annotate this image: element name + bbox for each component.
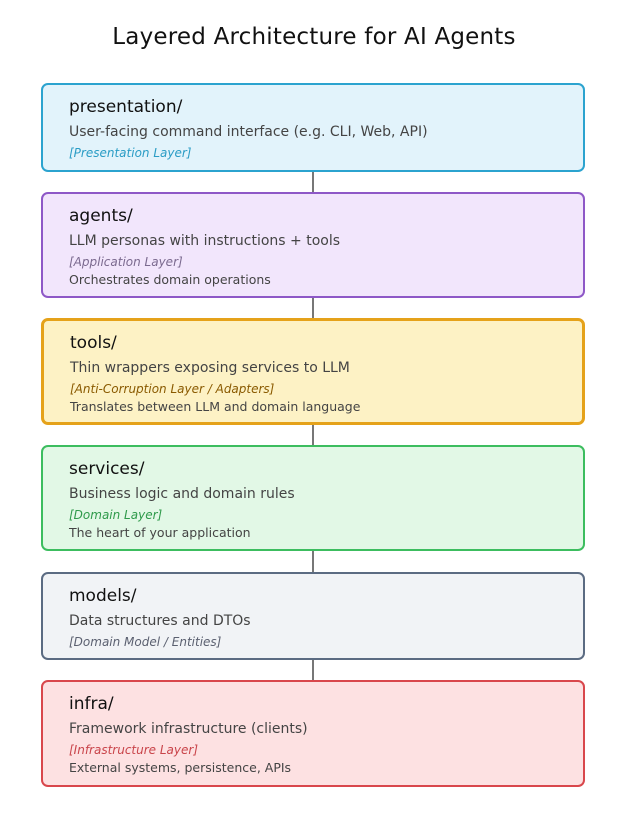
layer-name: services/	[69, 459, 145, 479]
layer-description: Data structures and DTOs	[69, 613, 251, 629]
connector-line	[312, 298, 314, 318]
layer-name: agents/	[69, 206, 133, 226]
layer-note: External systems, persistence, APIs	[69, 760, 292, 775]
layer-box-agents: agents/ LLM personas with instructions +…	[41, 192, 585, 298]
layer-name: infra/	[69, 694, 114, 714]
layer-description: Framework infrastructure (clients)	[69, 721, 308, 737]
layer-note: Translates between LLM and domain langua…	[70, 399, 361, 414]
layer-box-infra: infra/ Framework infrastructure (clients…	[41, 680, 585, 787]
connector-line	[312, 660, 314, 680]
layer-tag: [Infrastructure Layer]	[69, 743, 199, 757]
layer-tag: [Domain Model / Entities]	[69, 635, 222, 649]
layer-box-tools: tools/ Thin wrappers exposing services t…	[41, 318, 585, 425]
connector-line	[312, 425, 314, 445]
layer-name: tools/	[70, 333, 117, 353]
layer-note: Orchestrates domain operations	[69, 272, 271, 287]
layer-name: presentation/	[69, 97, 183, 117]
layer-description: Business logic and domain rules	[69, 486, 295, 502]
connector-line	[312, 172, 314, 192]
layer-tag: [Anti-Corruption Layer / Adapters]	[70, 382, 275, 396]
layer-name: models/	[69, 586, 137, 606]
layer-description: Thin wrappers exposing services to LLM	[70, 360, 350, 376]
connector-line	[312, 551, 314, 572]
layer-description: LLM personas with instructions + tools	[69, 233, 341, 249]
layer-box-services: services/ Business logic and domain rule…	[41, 445, 585, 551]
layer-note: The heart of your application	[69, 525, 251, 540]
diagram-title: Layered Architecture for AI Agents	[112, 24, 516, 50]
layer-tag: [Domain Layer]	[69, 508, 163, 522]
layer-box-presentation: presentation/ User-facing command interf…	[41, 83, 585, 172]
layer-description: User-facing command interface (e.g. CLI,…	[69, 124, 428, 140]
layer-tag: [Presentation Layer]	[69, 146, 192, 160]
layer-tag: [Application Layer]	[69, 255, 183, 269]
layer-box-models: models/ Data structures and DTOs [Domain…	[41, 572, 585, 660]
